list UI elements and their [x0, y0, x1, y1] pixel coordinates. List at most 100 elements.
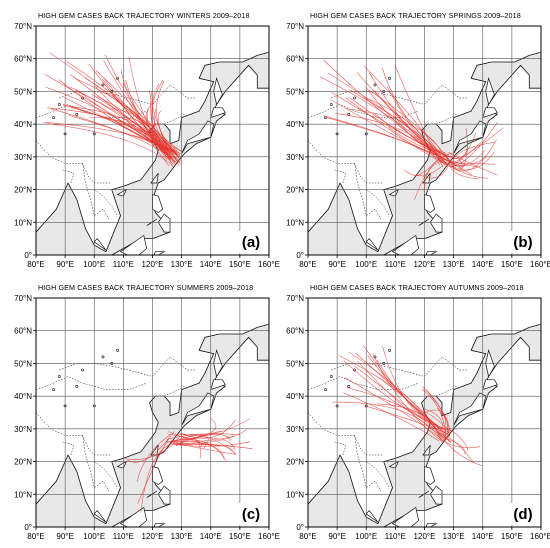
- island: [157, 485, 171, 505]
- island: [482, 107, 498, 119]
- panel-label: (b): [513, 234, 532, 251]
- back-trajectory: [452, 127, 504, 159]
- trajectory-bundle: [43, 52, 182, 167]
- latitude-tick-label: 10°N: [14, 218, 32, 227]
- panel-label-box: [507, 231, 539, 253]
- island: [119, 234, 148, 255]
- latitude-tick-label: 10°N: [286, 218, 304, 227]
- country-border: [164, 114, 185, 125]
- map-plot-area: [35, 25, 270, 256]
- longitude-tick-label: 90°E: [56, 532, 73, 541]
- island: [429, 485, 443, 505]
- lake: [52, 116, 55, 120]
- latitude-tick-label: 30°N: [14, 425, 32, 434]
- lake: [57, 375, 61, 378]
- latitude-tick-label: 20°N: [14, 186, 32, 195]
- back-trajectory: [101, 78, 170, 167]
- lake: [57, 103, 61, 106]
- panel-label-box: [235, 231, 267, 253]
- back-trajectory: [168, 431, 212, 445]
- trajectory-bundle: [123, 418, 253, 513]
- back-trajectory: [382, 67, 450, 160]
- trajectory-bundle: [320, 59, 504, 200]
- island: [365, 510, 379, 523]
- lake: [373, 83, 377, 87]
- longitude-tick-label: 140°E: [200, 260, 222, 269]
- longitude-tick-label: 160°E: [530, 532, 550, 541]
- map-panel-c: HIGH GEM CASES BACK TRAJECTORY SUMMERS 2…: [14, 283, 280, 541]
- map-plot-area: [35, 297, 270, 528]
- country-border: [354, 435, 382, 492]
- longitude-tick-label: 120°E: [414, 532, 436, 541]
- lake: [353, 96, 357, 100]
- back-trajectory: [448, 152, 498, 176]
- trajectory-bundle: [331, 345, 482, 467]
- back-trajectory: [445, 427, 469, 451]
- panel-d: HIGH GEM CASES BACK TRAJECTORY AUTUMNS 2…: [276, 276, 550, 546]
- longitude-tick-label: 160°E: [258, 532, 280, 541]
- back-trajectory: [348, 351, 445, 444]
- back-trajectory: [175, 434, 232, 446]
- back-trajectory: [327, 72, 444, 161]
- country-border: [436, 386, 457, 397]
- lake: [75, 112, 79, 116]
- latitude-tick-label: 70°N: [286, 22, 304, 31]
- back-trajectory: [44, 74, 182, 165]
- back-trajectory: [449, 121, 498, 167]
- back-trajectory: [74, 78, 174, 162]
- longitude-tick-label: 150°E: [501, 532, 523, 541]
- back-trajectory: [123, 437, 180, 460]
- panel-a: HIGH GEM CASES BACK TRAJECTORY WINTERS 2…: [4, 4, 280, 274]
- back-trajectory: [372, 353, 443, 443]
- longitude-tick-label: 140°E: [472, 260, 494, 269]
- back-trajectory: [94, 85, 182, 152]
- island: [365, 238, 379, 251]
- map-plot-area: [307, 297, 542, 528]
- longitude-tick-label: 80°E: [27, 260, 44, 269]
- island: [150, 444, 159, 456]
- lake: [101, 83, 105, 87]
- longitude-tick-label: 150°E: [229, 532, 251, 541]
- country-border: [436, 114, 457, 125]
- longitude-tick-label: 100°E: [83, 260, 105, 269]
- longitude-tick-label: 120°E: [142, 532, 164, 541]
- back-trajectory: [422, 386, 451, 438]
- map-panel-a: HIGH GEM CASES BACK TRAJECTORY WINTERS 2…: [14, 11, 280, 269]
- panel-b: HIGH GEM CASES BACK TRAJECTORY SPRINGS 2…: [276, 4, 550, 274]
- back-trajectory: [179, 433, 236, 454]
- back-trajectory: [413, 156, 442, 177]
- country-border: [334, 441, 347, 456]
- island: [391, 506, 420, 527]
- island: [388, 188, 400, 197]
- panel-c: HIGH GEM CASES BACK TRAJECTORY SUMMERS 2…: [4, 276, 280, 546]
- longitude-tick-label: 110°E: [385, 532, 406, 541]
- back-trajectory: [362, 345, 442, 429]
- lake: [116, 348, 119, 352]
- latitude-tick-label: 70°N: [286, 294, 304, 303]
- panel-label-box: [507, 503, 539, 525]
- back-trajectory: [394, 65, 444, 167]
- back-trajectory: [387, 86, 445, 155]
- back-trajectory: [140, 443, 172, 513]
- back-trajectory: [441, 128, 468, 159]
- longitude-tick-label: 110°E: [385, 260, 406, 269]
- latitude-tick-label: 0°: [24, 523, 32, 532]
- back-trajectory: [453, 158, 463, 168]
- country-border: [308, 104, 419, 118]
- longitude-tick-label: 80°E: [299, 260, 316, 269]
- latitude-tick-label: 0°: [24, 251, 32, 260]
- country-border: [308, 376, 419, 390]
- country-border: [354, 163, 382, 220]
- lake: [388, 348, 391, 352]
- back-trajectory: [343, 360, 451, 432]
- back-trajectory: [446, 438, 466, 455]
- back-trajectory: [179, 419, 236, 439]
- latitude-tick-label: 30°N: [286, 153, 304, 162]
- back-trajectory: [353, 365, 452, 443]
- longitude-tick-label: 120°E: [414, 260, 436, 269]
- back-trajectory: [45, 86, 175, 164]
- island: [93, 238, 107, 251]
- latitude-tick-label: 50°N: [286, 87, 304, 96]
- island: [116, 188, 128, 197]
- island: [388, 460, 400, 469]
